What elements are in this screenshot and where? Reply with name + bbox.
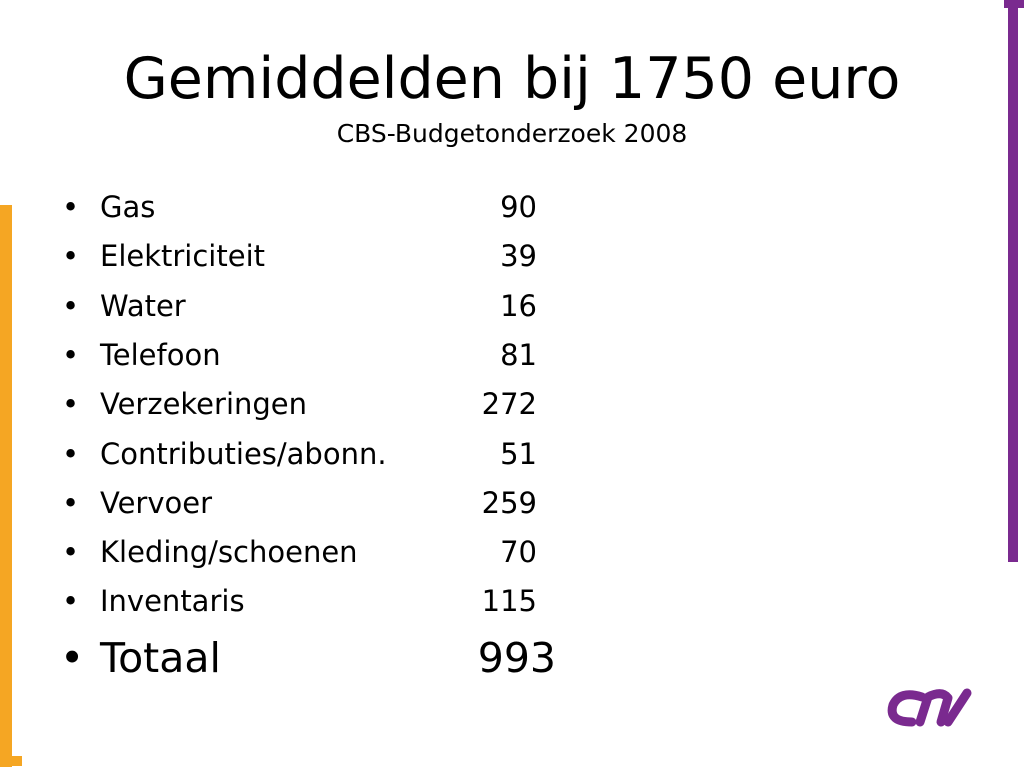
logo-c	[887, 690, 927, 727]
bullet: •	[62, 436, 80, 471]
item-value: 16	[500, 288, 537, 323]
item-row: • Water 16	[0, 284, 700, 328]
item-value: 259	[481, 485, 537, 520]
bullet: •	[62, 239, 80, 274]
item-label: Telefoon	[100, 337, 221, 372]
item-value: 70	[500, 535, 537, 570]
item-value: 90	[500, 190, 537, 224]
item-row: • Kleding/schoenen 70	[0, 530, 700, 574]
purple-bar	[1008, 0, 1018, 562]
item-row: • Elektriciteit 39	[0, 234, 700, 278]
logo-n	[915, 689, 953, 727]
bullet: •	[62, 535, 80, 570]
bullet: •	[60, 634, 85, 682]
item-row: • Verzekeringen 272	[0, 382, 700, 426]
item-label: Inventaris	[100, 584, 245, 619]
orange-bar	[0, 205, 12, 767]
item-label: Totaal	[100, 634, 221, 682]
subtitle: CBS-Budgetonderzoek 2008	[336, 119, 688, 148]
total-row: • Totaal 993	[0, 630, 700, 686]
item-row: • Telefoon 81	[0, 333, 700, 377]
item-row: • Gas 90	[0, 185, 700, 229]
item-label: Elektriciteit	[100, 239, 266, 274]
bullet: •	[62, 190, 80, 224]
orange-bracket-bottom	[0, 756, 22, 766]
bullet: •	[62, 288, 80, 323]
bullet: •	[62, 387, 80, 422]
item-label: Kleding/schoenen	[100, 535, 358, 570]
item-label: Water	[100, 288, 186, 323]
title: Gemiddelden bij 1750 euro	[123, 46, 901, 112]
item-label: Verzekeringen	[100, 387, 308, 422]
item-value: 51	[500, 436, 537, 471]
item-value: 39	[500, 239, 537, 274]
bullet: •	[62, 485, 80, 520]
item-row: • Contributies/abonn. 51	[0, 432, 700, 476]
item-value: 272	[481, 387, 537, 422]
item-label: Vervoer	[100, 485, 213, 520]
item-value: 115	[481, 584, 537, 619]
item-value: 993	[477, 634, 556, 682]
item-value: 81	[500, 337, 537, 372]
item-label: Contributies/abonn.	[100, 436, 387, 471]
bullet: •	[62, 584, 80, 619]
bullet: •	[62, 337, 80, 372]
item-label: Gas	[100, 190, 156, 224]
item-row: • Inventaris 115	[0, 579, 700, 623]
item-row: • Vervoer 259	[0, 481, 700, 525]
logo	[887, 688, 972, 727]
logo-v	[943, 688, 972, 727]
